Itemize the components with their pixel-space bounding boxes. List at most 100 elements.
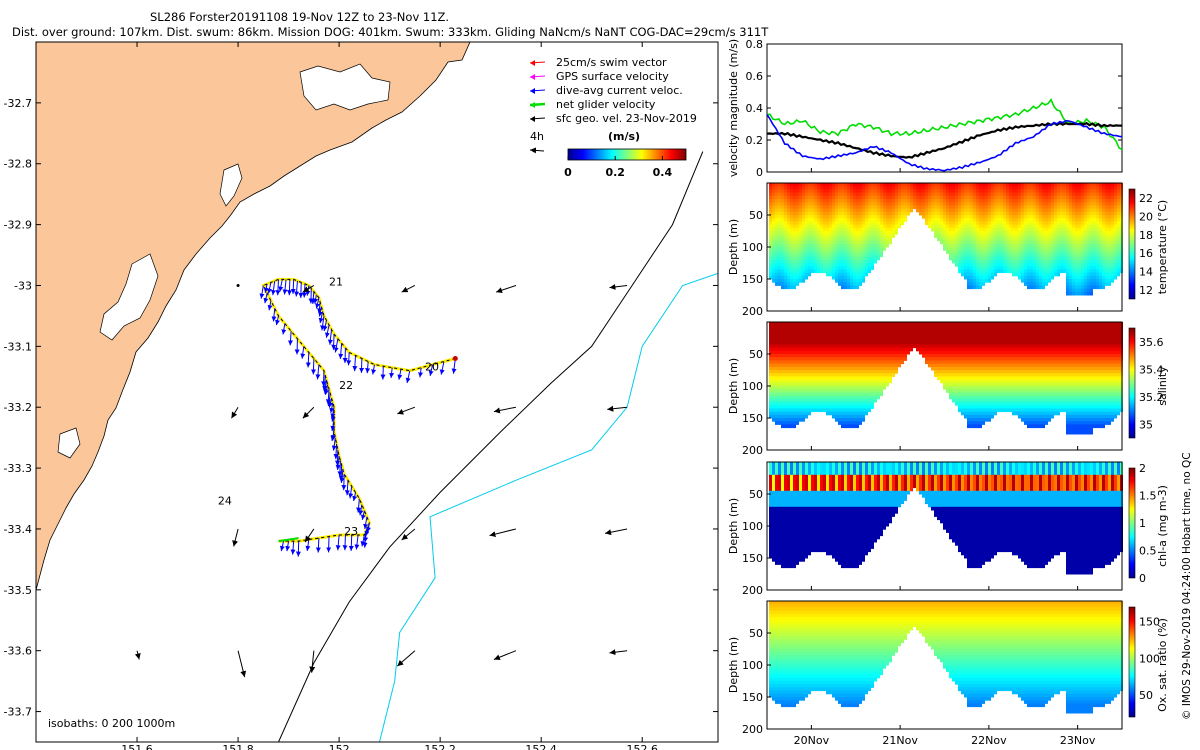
section-cell (1012, 208, 1015, 213)
section-cell (970, 263, 973, 267)
section-cell (784, 408, 787, 413)
section-cell (949, 218, 952, 222)
dac-vector (335, 455, 341, 471)
section-cell (1087, 227, 1090, 232)
section-cell (883, 347, 886, 352)
section-cell (874, 205, 877, 210)
section-cell (952, 224, 955, 229)
section-cell (811, 269, 814, 274)
section-cell (1018, 199, 1021, 203)
section-cell (934, 325, 937, 329)
section-cell (775, 253, 778, 258)
section-cell (1051, 186, 1054, 190)
section-cell (829, 354, 832, 358)
section-cell (958, 250, 961, 254)
section-cell (904, 192, 907, 197)
section-cell (832, 211, 835, 216)
section-cell (937, 227, 940, 232)
section-cell (859, 234, 862, 238)
net-velocity-arrow (278, 537, 299, 543)
section-cell (790, 243, 793, 248)
section-cell (862, 392, 865, 397)
section-cell (1105, 237, 1108, 242)
section-cell (1108, 269, 1111, 274)
section-cell (895, 221, 898, 226)
section-cell (844, 414, 847, 419)
section-cell (772, 411, 775, 416)
section-cell (826, 259, 829, 264)
section-cell (940, 370, 943, 374)
section-cell (847, 189, 850, 194)
section-cell (865, 192, 868, 197)
section-cell (1105, 282, 1108, 286)
section-cell (1048, 183, 1051, 187)
section-cell (1048, 253, 1051, 258)
section-cell (1102, 269, 1105, 274)
section-cell (1117, 243, 1120, 248)
section-cell (781, 357, 784, 361)
section-cell (1108, 272, 1111, 277)
section-cell (964, 186, 967, 190)
section-cell (1012, 247, 1015, 251)
section-cell (862, 344, 865, 349)
section-cell (985, 224, 988, 229)
section-cell (1009, 221, 1012, 226)
section-cell (784, 341, 787, 345)
section-cell (859, 205, 862, 210)
section-cell (829, 237, 832, 242)
section-cell (934, 231, 937, 235)
section-cell (796, 341, 799, 345)
section-cell (1099, 237, 1102, 242)
section-cell (844, 334, 847, 339)
section-cell (1015, 224, 1018, 229)
section-cell (799, 366, 802, 371)
section-cell (874, 398, 877, 403)
section-cell (904, 347, 907, 352)
section-cell (838, 256, 841, 261)
section-cell (1003, 266, 1006, 270)
section-cell (847, 411, 850, 416)
section-cell (1072, 231, 1075, 235)
section-cell (898, 183, 901, 187)
section-cell (814, 240, 817, 245)
section-cell (1045, 240, 1048, 245)
section-cell (1090, 192, 1093, 197)
section-cell (1054, 195, 1057, 200)
section-cell (961, 234, 964, 238)
section-cell (997, 186, 1000, 190)
section-cell (955, 237, 958, 242)
section-cell (814, 325, 817, 329)
section-cell (904, 328, 907, 333)
section-cell (826, 224, 829, 229)
section-cell (796, 357, 799, 361)
section-cell (961, 224, 964, 229)
section-cell (1039, 250, 1042, 254)
section-cell (898, 215, 901, 219)
section-cell (865, 211, 868, 216)
section-cell (769, 195, 772, 200)
section-cell (793, 215, 796, 219)
section-cell (985, 279, 988, 283)
section-cell (1027, 192, 1030, 197)
section-cell (1087, 199, 1090, 203)
section-cell (781, 370, 784, 374)
section-cell (865, 328, 868, 333)
section-cell (847, 408, 850, 413)
section-cell (808, 398, 811, 403)
section-cell (1084, 266, 1087, 270)
section-cell (820, 341, 823, 345)
section-cell (985, 250, 988, 254)
section-cell (1105, 205, 1108, 210)
section-cell (946, 189, 949, 194)
section-cell (991, 266, 994, 270)
section-cell (850, 215, 853, 219)
section-cell (1063, 234, 1066, 238)
section-cell (952, 240, 955, 245)
section-cell (820, 373, 823, 377)
section-cell (979, 221, 982, 226)
section-cell (787, 263, 790, 267)
section-cell (865, 183, 868, 187)
section-cell (970, 195, 973, 200)
section-cell (1006, 243, 1009, 248)
section-cell (853, 279, 856, 283)
